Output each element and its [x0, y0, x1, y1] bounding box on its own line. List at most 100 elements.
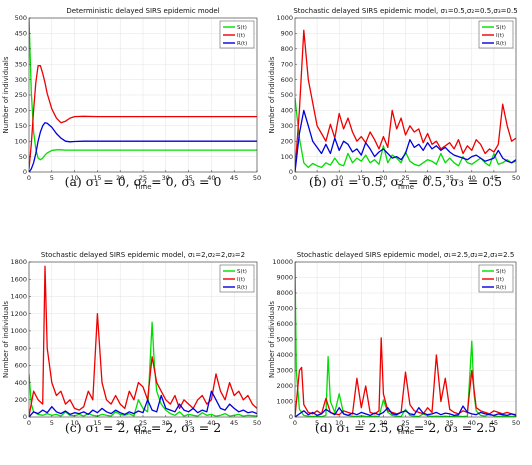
y-tick-label: 400 [281, 107, 293, 115]
legend-label: I(t) [237, 277, 245, 283]
legend: S(t) I(t) R(t) [478, 20, 514, 49]
x-tick-label: 20 [116, 174, 124, 182]
y-tick-label: 4000 [276, 351, 293, 359]
y-tick-label: 450 [15, 30, 27, 38]
y-tick-label: 200 [15, 107, 27, 115]
legend-label: R(t) [496, 41, 506, 47]
x-tick-label: 15 [93, 419, 101, 427]
x-axis-label: Time [396, 183, 414, 191]
y-tick-label: 1000 [10, 327, 27, 335]
series-line-R(t) [29, 390, 257, 417]
x-tick-label: 50 [253, 174, 261, 182]
y-tick-label: 1800 [10, 258, 27, 266]
panel-caption: (d) σ₁ = 2.5, σ₂ = 2, σ₃ = 2.5 [315, 420, 496, 435]
legend-label: I(t) [496, 277, 504, 283]
y-tick-label: 900 [281, 30, 293, 38]
y-tick-label: 1200 [10, 310, 27, 318]
y-tick-label: 0 [23, 413, 27, 421]
y-tick-label: 700 [281, 60, 293, 68]
y-tick-label: 1400 [10, 293, 27, 301]
y-tick-label: 500 [15, 14, 27, 22]
y-tick-label: 200 [15, 396, 27, 404]
x-tick-label: 25 [139, 174, 147, 182]
y-tick-label: 100 [15, 137, 27, 145]
y-tick-label: 400 [15, 45, 27, 53]
y-tick-label: 800 [281, 45, 293, 53]
y-tick-label: 350 [15, 60, 27, 68]
x-tick-label: 40 [207, 174, 215, 182]
y-tick-label: 8000 [276, 289, 293, 297]
chart-title: Deterministic delayed SIRS epidemic mode… [66, 7, 219, 15]
y-tick-label: 5000 [276, 336, 293, 344]
x-tick-label: 40 [207, 419, 215, 427]
x-tick-label: 15 [357, 174, 365, 182]
legend-label: S(t) [237, 25, 247, 31]
x-tick-label: 35 [446, 419, 454, 427]
y-tick-label: 1000 [276, 14, 293, 22]
x-tick-label: 40 [468, 174, 476, 182]
y-tick-label: 0 [23, 168, 27, 176]
chart-panel-1: 0 5 10 15 20 25 30 35 40 45 5005010015020025030035… [2, 7, 261, 191]
x-tick-label: 45 [230, 174, 238, 182]
legend-label: S(t) [237, 269, 247, 275]
x-tick-label: 30 [162, 419, 170, 427]
legend-label: S(t) [496, 269, 506, 275]
x-tick-label: 25 [401, 419, 409, 427]
y-tick-label: 7000 [276, 305, 293, 313]
y-tick-label: 300 [15, 76, 27, 84]
x-tick-label: 50 [253, 419, 261, 427]
y-tick-label: 200 [281, 137, 293, 145]
x-axis-label: Time [133, 183, 151, 191]
y-axis-label: Number of individuals [268, 301, 276, 378]
y-axis-label: Number of individuals [2, 301, 10, 378]
y-tick-label: 10000 [272, 258, 293, 266]
legend: S(t) I(t) R(t) [219, 264, 255, 293]
x-tick-label: 20 [379, 174, 387, 182]
y-tick-label: 3000 [276, 367, 293, 375]
x-tick-label: 5 [315, 174, 319, 182]
panel-caption: (c) σ₁ = 2, σ₂ = 2, σ₃ = 2 [65, 420, 221, 435]
y-tick-label: 150 [15, 122, 27, 130]
series-line-I(t) [29, 265, 257, 417]
legend-label: I(t) [496, 33, 504, 39]
y-tick-label: 300 [281, 122, 293, 130]
x-tick-label: 30 [162, 174, 170, 182]
x-tick-label: 45 [490, 419, 498, 427]
x-tick-label: 0 [293, 174, 297, 182]
y-tick-label: 800 [15, 344, 27, 352]
y-tick-label: 1600 [10, 275, 27, 283]
legend: S(t) I(t) R(t) [219, 20, 255, 49]
y-tick-label: 100 [281, 153, 293, 161]
y-tick-label: 50 [19, 153, 27, 161]
x-tick-label: 35 [184, 419, 192, 427]
y-tick-label: 600 [15, 362, 27, 370]
x-tick-label: 30 [423, 419, 431, 427]
legend-label: R(t) [237, 41, 247, 47]
x-tick-label: 0 [27, 174, 31, 182]
y-axis-label: Number of individuals [268, 56, 276, 133]
x-tick-label: 50 [512, 174, 520, 182]
legend: S(t) I(t) R(t) [478, 264, 514, 293]
x-tick-label: 30 [423, 174, 431, 182]
y-tick-label: 600 [281, 76, 293, 84]
x-tick-label: 15 [357, 419, 365, 427]
panel-caption: (b) σ₁ = 0.5, σ₂ = 0.5, σ₃ = 0.5 [309, 174, 502, 189]
chart-title: Stochastic delayed SIRS epidemic model, … [297, 251, 515, 259]
x-axis-label: Time [133, 428, 151, 436]
y-tick-label: 400 [15, 379, 27, 387]
x-tick-label: 45 [230, 419, 238, 427]
y-tick-label: 6000 [276, 320, 293, 328]
x-tick-label: 35 [446, 174, 454, 182]
x-tick-label: 10 [335, 174, 343, 182]
y-tick-label: 500 [281, 91, 293, 99]
x-tick-label: 40 [468, 419, 476, 427]
x-tick-label: 0 [293, 419, 297, 427]
x-tick-label: 45 [490, 174, 498, 182]
series-line-S(t) [29, 321, 257, 417]
series-line-R(t) [295, 109, 516, 172]
chart-panel-4: 0 5 10 15 20 25 30 35 40 45 50 0 1000 2000 3000 4000 500… [268, 251, 520, 436]
x-tick-label: 5 [315, 419, 319, 427]
chart-panel-3: 0 5 10 15 20 25 30 35 40 45 50 0 200 400 600 800 1000 120… [2, 251, 261, 436]
panel-caption: (a) σ₁ = 0, σ₂ = 0, σ₃ = 0 [65, 174, 222, 189]
